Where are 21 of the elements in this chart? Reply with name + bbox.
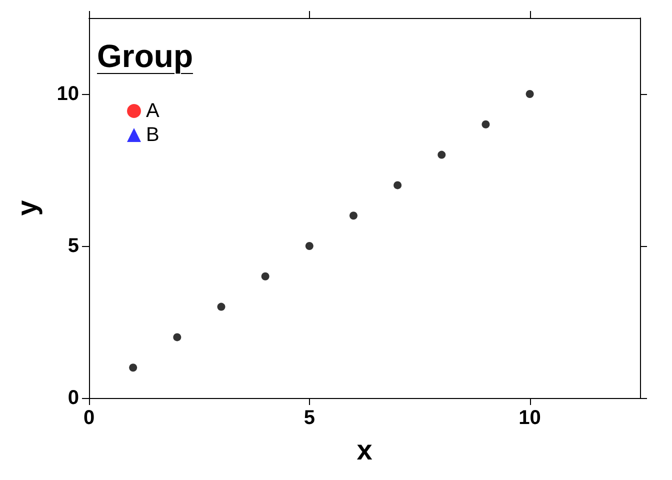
point [217,302,226,311]
point [261,272,270,280]
point [173,333,182,342]
point [526,90,534,98]
legend-label: A [146,100,160,122]
point [129,364,138,372]
legend-title: Group [97,38,193,75]
y-tick-label: 0 [68,387,79,409]
point [394,181,402,190]
x-tick-label: 5 [304,407,315,429]
point [438,150,446,159]
x-tick-label: 10 [518,407,541,429]
x-axis-title: x [356,434,373,466]
point [349,212,358,220]
x-tick-label: 0 [83,407,95,429]
point [482,120,490,128]
y-tick-label: 5 [68,235,79,257]
legend-label: B [146,124,160,146]
y-tick-label: 10 [56,83,79,105]
point [305,242,314,250]
y-axis-title: y [12,200,42,216]
